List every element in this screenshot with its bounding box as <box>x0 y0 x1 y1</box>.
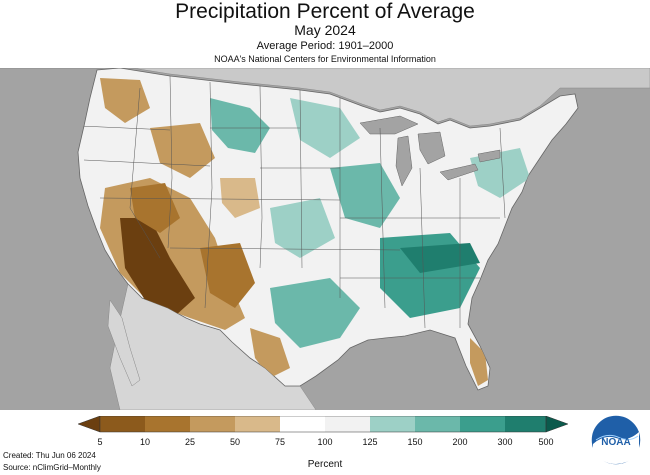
legend-unit-label: Percent <box>307 459 343 470</box>
noaa-logo-text: NOAA <box>601 437 630 448</box>
legend-swatch <box>280 416 325 432</box>
lake-huron <box>417 131 446 165</box>
average-period: Average Period: 1901–2000 <box>256 40 394 52</box>
state-borders <box>79 75 506 329</box>
legend-swatch <box>415 416 460 432</box>
wet-area-texas <box>270 278 360 348</box>
source-agency: NOAA's National Centers for Environmenta… <box>214 54 436 64</box>
legend-arrow-right <box>545 416 568 433</box>
legend-tick: 75 <box>274 437 285 447</box>
lake-ontario <box>477 149 501 163</box>
precipitation-map <box>0 68 650 410</box>
dry-area-desert <box>120 218 195 316</box>
dry-area-nevada <box>130 183 180 233</box>
wet-area-north <box>210 98 270 153</box>
legend-tick: 25 <box>184 437 195 447</box>
legend: 5 10 25 50 75 100 125 150 200 300 500 <box>78 416 568 450</box>
legend-swatch <box>370 416 415 432</box>
canada-mexico-land <box>0 68 650 127</box>
map-subtitle: May 2024 <box>294 22 356 38</box>
wet-area-north-central <box>290 98 360 158</box>
legend-swatch <box>460 416 505 432</box>
legend-arrow-left <box>78 416 101 433</box>
noaa-logo-icon: NOAA <box>590 414 642 466</box>
legend-tick: 150 <box>407 437 423 447</box>
lake-michigan <box>395 135 413 187</box>
data-source: Source: nClimGrid–Monthly <box>3 463 101 472</box>
noaa-logo: NOAA <box>590 414 642 466</box>
legend-colorbar <box>78 416 568 433</box>
map-svg <box>0 68 650 410</box>
legend-tick: 5 <box>97 437 103 447</box>
dry-area-colorado <box>220 178 260 218</box>
legend-swatch <box>100 416 145 432</box>
legend-tick: 50 <box>229 437 240 447</box>
lake-superior <box>359 115 419 135</box>
legend-swatch <box>325 416 370 432</box>
legend-swatch <box>190 416 235 432</box>
baja-land <box>107 299 141 387</box>
map-title: Precipitation Percent of Average <box>175 0 475 23</box>
wet-area-plains <box>270 198 335 258</box>
legend-tick: 300 <box>497 437 513 447</box>
dry-area-south-texas <box>250 328 290 378</box>
dry-area-new-mexico <box>200 243 255 308</box>
dry-area-pacific-nw <box>100 78 150 123</box>
legend-swatch <box>505 416 546 432</box>
legend-tick: 125 <box>362 437 378 447</box>
legend-tick: 500 <box>538 437 554 447</box>
legend-swatch <box>145 416 190 432</box>
lake-erie <box>439 163 479 181</box>
precip-anomalies <box>100 78 530 386</box>
legend-swatch <box>235 416 280 432</box>
legend-tick: 100 <box>317 437 333 447</box>
created-date: Created: Thu Jun 06 2024 <box>3 451 96 460</box>
legend-tick: 200 <box>452 437 468 447</box>
dry-area-montana <box>150 123 215 178</box>
dry-area-florida <box>470 338 488 386</box>
legend-tick: 10 <box>139 437 150 447</box>
